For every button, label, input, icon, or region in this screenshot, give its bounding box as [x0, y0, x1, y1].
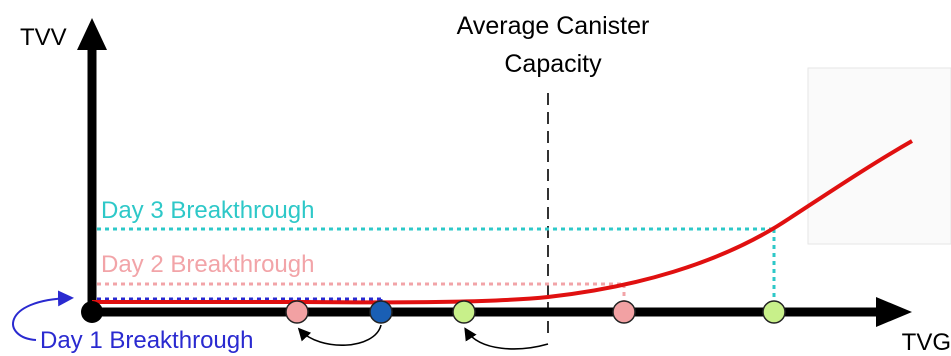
- inset-panel: [807, 67, 951, 245]
- dot-green-day2: [452, 300, 476, 324]
- day3-label: Day 3 Breakthrough: [101, 197, 314, 224]
- y-axis-arrowhead: [77, 18, 107, 50]
- day1-curved-arrow: [12, 290, 74, 341]
- curved-arrow-1: [297, 324, 382, 347]
- x-axis-label: TVG: [902, 329, 951, 356]
- x-axis-arrowhead: [876, 297, 912, 327]
- dot-blue-day1: [369, 300, 393, 324]
- dot-green-day3: [762, 300, 786, 324]
- day1-label: Day 1 Breakthrough: [40, 327, 253, 354]
- curved-arrow-2: [464, 327, 549, 350]
- capacity-label-line1: Average Canister: [457, 12, 650, 40]
- day2-label: Day 2 Breakthrough: [101, 251, 314, 278]
- capacity-label-line2: Capacity: [504, 50, 602, 78]
- y-axis-label: TVV: [20, 24, 67, 51]
- origin-dot: [81, 301, 103, 323]
- dot-pink-day2: [612, 300, 636, 324]
- dot-pink-day1: [285, 300, 309, 324]
- breakthrough-curve: [92, 139, 913, 305]
